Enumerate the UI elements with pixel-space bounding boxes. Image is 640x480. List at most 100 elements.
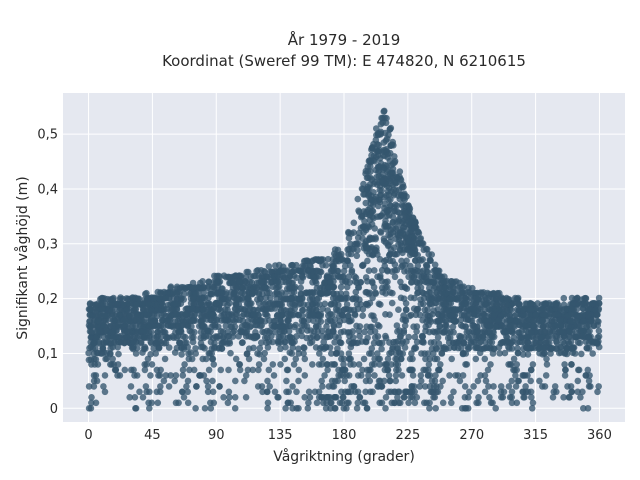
data-point bbox=[595, 300, 603, 307]
data-point bbox=[507, 339, 515, 347]
data-point bbox=[328, 361, 336, 368]
data-point bbox=[365, 290, 373, 298]
data-point bbox=[282, 295, 290, 303]
data-point bbox=[242, 394, 250, 401]
data-point bbox=[434, 306, 442, 313]
data-point bbox=[301, 394, 309, 401]
data-point bbox=[394, 328, 401, 335]
data-point bbox=[481, 388, 489, 396]
data-point bbox=[560, 394, 567, 401]
data-point bbox=[433, 388, 440, 396]
y-axis-label: Signifikant våghöjd (m) bbox=[14, 176, 31, 339]
data-point bbox=[337, 283, 345, 291]
data-point bbox=[297, 290, 305, 298]
data-point bbox=[395, 186, 403, 194]
data-point bbox=[254, 267, 262, 274]
data-point bbox=[381, 377, 388, 385]
data-point bbox=[378, 383, 385, 390]
data-point bbox=[144, 355, 152, 363]
data-point bbox=[536, 377, 543, 385]
data-point bbox=[220, 394, 227, 401]
data-point bbox=[458, 284, 466, 291]
data-point bbox=[153, 388, 161, 396]
data-point bbox=[87, 405, 95, 412]
data-point bbox=[322, 405, 330, 412]
data-point bbox=[205, 306, 213, 314]
data-point bbox=[343, 405, 350, 412]
data-point bbox=[346, 355, 353, 363]
data-point bbox=[212, 299, 220, 307]
data-point bbox=[431, 355, 439, 363]
data-point bbox=[293, 333, 300, 340]
data-point bbox=[393, 366, 400, 374]
data-point bbox=[313, 399, 321, 407]
data-point bbox=[524, 351, 532, 358]
data-point bbox=[243, 268, 250, 276]
data-point bbox=[451, 305, 458, 313]
data-point bbox=[260, 355, 268, 363]
data-point bbox=[336, 339, 344, 346]
data-point bbox=[267, 294, 274, 302]
data-point bbox=[514, 345, 521, 352]
data-point bbox=[448, 355, 456, 363]
data-point bbox=[519, 305, 527, 313]
data-point bbox=[411, 221, 418, 229]
data-point bbox=[107, 339, 115, 347]
data-point bbox=[109, 355, 116, 363]
data-point bbox=[216, 383, 223, 390]
data-point bbox=[371, 355, 378, 363]
data-point bbox=[194, 289, 202, 297]
data-point bbox=[340, 361, 347, 368]
data-point bbox=[260, 267, 268, 275]
data-point bbox=[354, 246, 361, 254]
data-point bbox=[334, 267, 341, 275]
data-point bbox=[179, 388, 186, 396]
data-point bbox=[91, 338, 98, 346]
data-point bbox=[165, 344, 173, 351]
data-point bbox=[374, 181, 381, 188]
data-point bbox=[368, 345, 376, 352]
data-point bbox=[92, 399, 100, 407]
data-point bbox=[224, 399, 232, 407]
data-point bbox=[583, 323, 590, 331]
data-point bbox=[180, 394, 188, 401]
data-point bbox=[541, 328, 548, 336]
data-point bbox=[297, 284, 305, 292]
data-point bbox=[355, 229, 363, 237]
data-point bbox=[241, 377, 248, 385]
data-point bbox=[325, 284, 333, 291]
data-point bbox=[244, 366, 252, 374]
data-point bbox=[577, 394, 584, 401]
data-point bbox=[309, 332, 317, 340]
data-point bbox=[410, 305, 418, 313]
data-point bbox=[220, 272, 228, 280]
data-point bbox=[277, 345, 284, 353]
data-point bbox=[365, 250, 373, 258]
data-point bbox=[214, 283, 221, 290]
data-point bbox=[371, 157, 379, 165]
data-point bbox=[459, 372, 467, 379]
data-point bbox=[292, 321, 300, 329]
data-point bbox=[493, 301, 501, 309]
data-point bbox=[117, 294, 124, 301]
data-point bbox=[141, 343, 149, 351]
data-point bbox=[146, 323, 153, 331]
data-point bbox=[355, 327, 363, 335]
data-point bbox=[398, 283, 406, 291]
data-point bbox=[142, 383, 150, 390]
data-point bbox=[506, 394, 514, 401]
data-point bbox=[121, 316, 129, 323]
data-point bbox=[572, 329, 580, 336]
data-point bbox=[338, 250, 345, 258]
data-point bbox=[431, 299, 439, 307]
data-point bbox=[295, 377, 302, 385]
data-point bbox=[528, 306, 535, 314]
data-point bbox=[483, 321, 490, 329]
data-point bbox=[372, 235, 379, 243]
data-point bbox=[461, 383, 469, 390]
data-point bbox=[417, 377, 425, 385]
data-point bbox=[281, 274, 289, 281]
x-tick-label: 225 bbox=[395, 428, 420, 443]
data-point bbox=[512, 383, 520, 390]
data-point bbox=[332, 306, 340, 313]
